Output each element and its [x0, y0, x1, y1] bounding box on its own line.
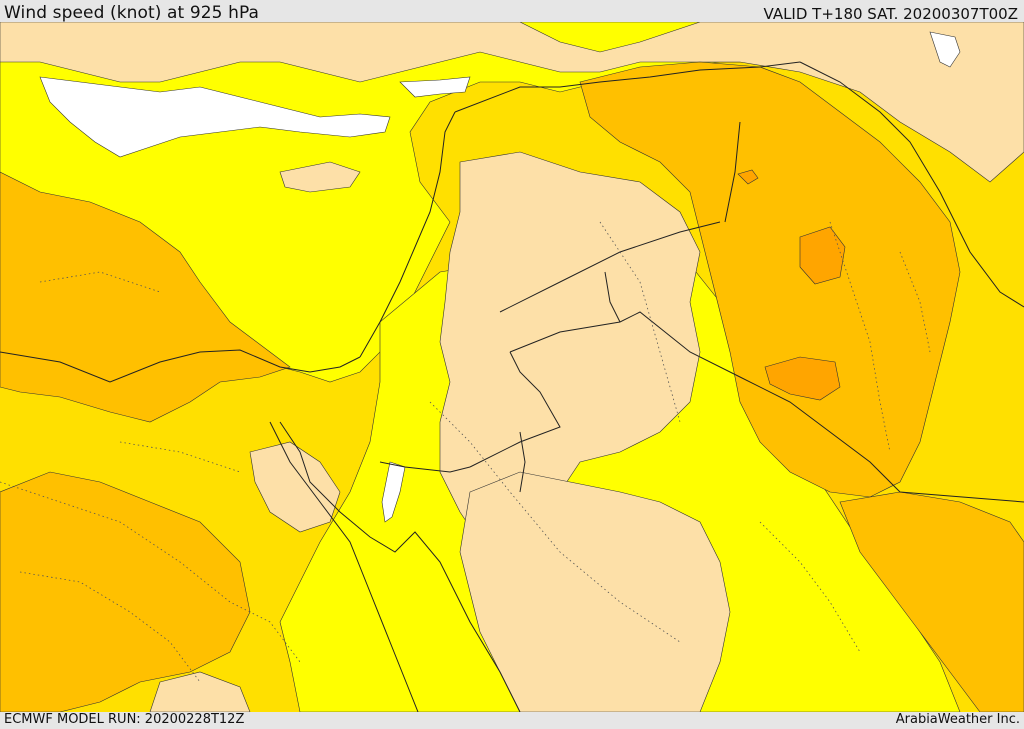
credit-label: ArabiaWeather Inc.: [895, 712, 1020, 727]
no-fill-zone-caspian: [929, 31, 961, 68]
fresh-wind-zone-gulf: [839, 491, 1024, 712]
valid-time: VALID T+180 SAT. 20200307T00Z: [763, 5, 1018, 23]
chart-title: Wind speed (knot) at 925 hPa: [4, 3, 260, 23]
calm-zone-sinai: [249, 441, 341, 533]
map-svg: [0, 22, 1024, 712]
strong-wind-zone-north: [799, 226, 846, 285]
no-fill-zone-black-sea: [39, 76, 391, 158]
strong-wind-zone-south: [764, 356, 841, 401]
dotted-contours: [0, 221, 931, 683]
footer-bar: ECMWF MODEL RUN: 20200228T12Z ArabiaWeat…: [0, 712, 1024, 729]
fresh-wind-zone-egypt: [0, 471, 251, 712]
model-run-label: ECMWF MODEL RUN: 20200228T12Z: [4, 712, 245, 727]
boundaries: [0, 61, 1024, 712]
no-fill-zone-lake: [399, 76, 471, 98]
fresh-wind-zone-mediterranean: [0, 171, 291, 423]
header-bar: Wind speed (knot) at 925 hPa VALID T+180…: [0, 0, 1024, 23]
calm-zone-arabia: [459, 471, 731, 712]
fresh-wind-zone-iraq: [579, 61, 961, 498]
calm-zone-turkey: [0, 22, 1024, 183]
strong-wind-spot: [737, 169, 759, 185]
wind-speed-map: [0, 22, 1024, 712]
calm-zone-cyprus: [279, 161, 361, 193]
